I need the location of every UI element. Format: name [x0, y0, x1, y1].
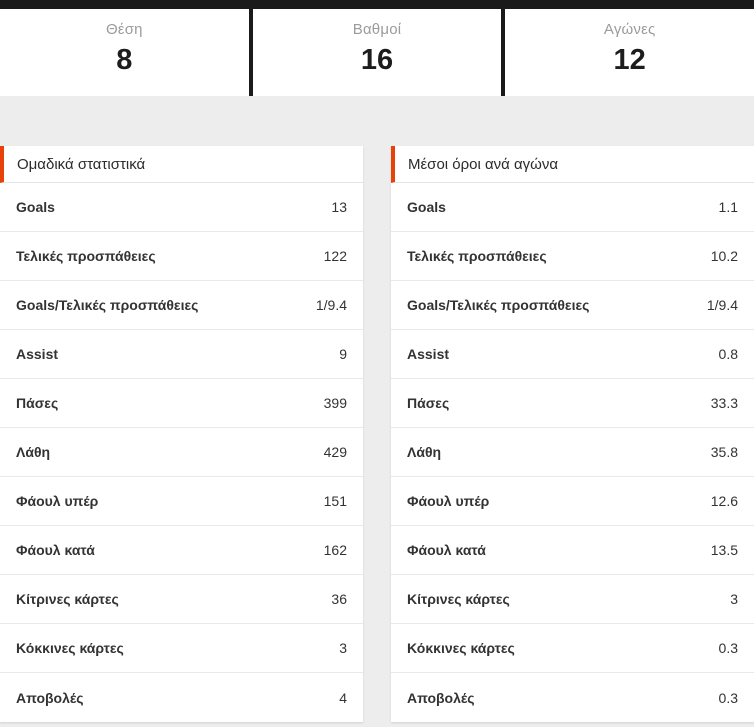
stat-value: 162 — [323, 542, 347, 558]
stat-value: 35.8 — [710, 444, 738, 460]
stat-label: Αποβολές — [16, 689, 84, 706]
stat-row: Τελικές προσπάθειες 10.2 — [391, 232, 754, 281]
stat-label: Goals — [407, 199, 446, 215]
stat-row: Λάθη 35.8 — [391, 428, 754, 477]
stat-row: Φάουλ υπέρ 151 — [0, 477, 363, 526]
stat-label: Κόκκινες κάρτες — [16, 640, 124, 656]
stat-value: 1/9.4 — [706, 297, 738, 313]
stat-label: Goals/Τελικές προσπάθειες — [16, 297, 199, 313]
stat-label: Φάουλ κατά — [16, 542, 95, 558]
per-match-stats-table: Μέσοι όροι ανά αγώνα Goals 1.1 Τελικές π… — [391, 146, 754, 722]
team-stats-table: Ομαδικά στατιστικά Goals 13 Τελικές προσ… — [0, 146, 363, 722]
stat-value: 33.3 — [710, 395, 738, 411]
stat-row: Αποβολές 4 — [0, 673, 363, 722]
stat-row: Τελικές προσπάθειες 122 — [0, 232, 363, 281]
stat-value: 12.6 — [710, 493, 738, 509]
stat-label: Goals/Τελικές προσπάθειες — [407, 297, 590, 313]
summary-card-label: Θέση — [105, 21, 143, 38]
stat-label: Τελικές προσπάθειες — [16, 248, 156, 264]
summary-card-position: Θέση 8 — [0, 9, 249, 96]
stat-row: Λάθη 429 — [0, 428, 363, 477]
stat-row: Goals/Τελικές προσπάθειες 1/9.4 — [0, 281, 363, 330]
stat-value: 9 — [339, 346, 347, 362]
stat-row: Κίτρινες κάρτες 3 — [391, 575, 754, 624]
stat-value: 13 — [331, 199, 347, 215]
summary-card-value: 12 — [613, 44, 646, 76]
stat-label: Πάσες — [407, 395, 450, 411]
stat-value: 0.3 — [718, 689, 738, 706]
stat-row: Κίτρινες κάρτες 36 — [0, 575, 363, 624]
stat-label: Τελικές προσπάθειες — [407, 248, 547, 264]
stat-value: 122 — [323, 248, 347, 264]
table-title: Ομαδικά στατιστικά — [0, 146, 363, 183]
stat-row: Assist 9 — [0, 330, 363, 379]
stat-label: Κόκκινες κάρτες — [407, 640, 515, 656]
stat-label: Φάουλ κατά — [407, 542, 486, 558]
stat-label: Λάθη — [407, 444, 442, 460]
stat-row: Goals 1.1 — [391, 183, 754, 232]
summary-card-value: 16 — [360, 44, 394, 76]
stat-row: Goals 13 — [0, 183, 363, 232]
stat-value: 151 — [323, 493, 347, 509]
summary-card-label: Αγώνες — [603, 21, 656, 38]
stat-value: 10.2 — [710, 248, 738, 264]
stat-value: 0.8 — [718, 346, 738, 362]
summary-strip: Θέση 8 Βαθμοί 16 Αγώνες 12 — [0, 0, 754, 96]
stat-label: Κίτρινες κάρτες — [407, 591, 510, 607]
stat-label: Goals — [16, 199, 55, 215]
stat-row: Κόκκινες κάρτες 3 — [0, 624, 363, 673]
stat-row: Κόκκινες κάρτες 0.3 — [391, 624, 754, 673]
stat-row: Πάσες 33.3 — [391, 379, 754, 428]
stat-label: Λάθη — [16, 444, 51, 460]
stat-value: 36 — [331, 591, 347, 607]
stat-value: 1.1 — [718, 199, 738, 215]
stat-label: Assist — [16, 346, 59, 362]
stat-row: Φάουλ κατά 13.5 — [391, 526, 754, 575]
stat-label: Assist — [407, 346, 450, 362]
stat-row: Αποβολές 0.3 — [391, 673, 754, 722]
summary-card-matches: Αγώνες 12 — [505, 9, 754, 96]
stat-value: 4 — [339, 689, 347, 706]
summary-card-label: Βαθμοί — [352, 21, 402, 38]
summary-card-value: 8 — [116, 44, 133, 76]
stat-value: 429 — [323, 444, 347, 460]
stat-row: Πάσες 399 — [0, 379, 363, 428]
stat-value: 13.5 — [710, 542, 738, 558]
table-title: Μέσοι όροι ανά αγώνα — [391, 146, 754, 183]
stat-row: Φάουλ κατά 162 — [0, 526, 363, 575]
stat-value: 0.3 — [718, 640, 738, 656]
tables-wrap: Ομαδικά στατιστικά Goals 13 Τελικές προσ… — [0, 146, 754, 722]
stat-row: Goals/Τελικές προσπάθειες 1/9.4 — [391, 281, 754, 330]
stat-value: 1/9.4 — [315, 297, 347, 313]
summary-card-points: Βαθμοί 16 — [252, 9, 502, 96]
stat-label: Πάσες — [16, 395, 59, 411]
stat-label: Αποβολές — [407, 689, 475, 706]
stat-value: 399 — [323, 395, 347, 411]
stat-row: Φάουλ υπέρ 12.6 — [391, 477, 754, 526]
stat-value: 3 — [339, 640, 347, 656]
stat-label: Φάουλ υπέρ — [407, 493, 490, 509]
stat-value: 3 — [730, 591, 738, 607]
stat-label: Φάουλ υπέρ — [16, 493, 99, 509]
stat-label: Κίτρινες κάρτες — [16, 591, 119, 607]
stat-row: Assist 0.8 — [391, 330, 754, 379]
